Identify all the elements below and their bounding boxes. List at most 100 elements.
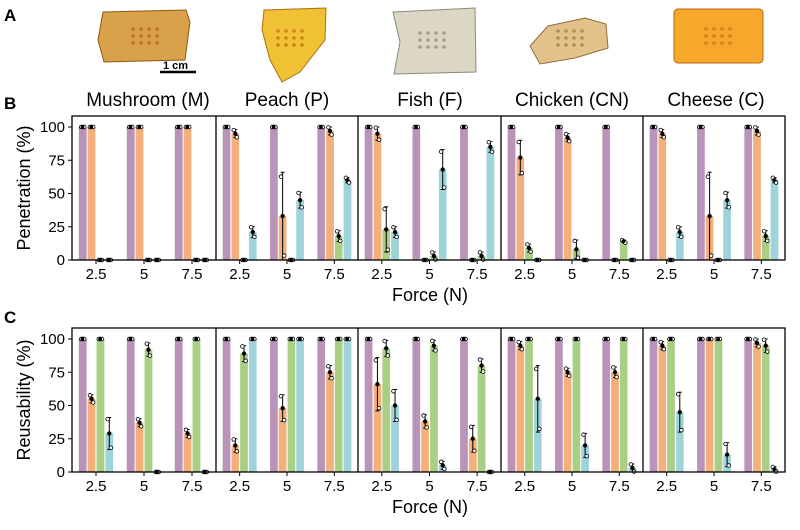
data-point <box>376 137 382 142</box>
data-point <box>581 432 586 437</box>
mean-point <box>518 344 522 348</box>
food-title-cheese: Cheese (C) <box>667 90 764 111</box>
x-tick-label: 7.5 <box>467 478 488 495</box>
mean-point <box>660 344 664 348</box>
photo-hole <box>292 29 296 33</box>
bar <box>761 345 770 473</box>
mean-point <box>651 337 656 341</box>
x-axis-title: Force (N) <box>392 285 468 305</box>
mean-point <box>384 227 388 232</box>
mean-point <box>678 230 682 234</box>
photo-hole <box>434 31 438 35</box>
bar <box>334 338 343 473</box>
x-tick-label: 2.5 <box>229 266 250 283</box>
data-point <box>373 358 379 363</box>
data-point <box>705 174 711 179</box>
photo-hole <box>300 36 304 40</box>
y-tick-label: 25 <box>48 431 65 448</box>
mean-point <box>746 337 750 341</box>
mean-point <box>384 346 388 350</box>
data-point <box>234 449 240 454</box>
mean-point <box>557 337 561 341</box>
food-title-mushroom: Mushroom (M) <box>86 90 210 111</box>
mean-point <box>89 397 94 401</box>
mean-point <box>98 337 103 341</box>
data-point <box>726 205 731 210</box>
data-point <box>385 353 391 358</box>
data-point <box>675 225 681 230</box>
data-point <box>765 349 770 354</box>
photo-hole <box>276 29 280 33</box>
bar <box>364 338 373 473</box>
data-point <box>477 250 483 255</box>
mean-point <box>566 136 570 140</box>
bar <box>287 338 296 473</box>
data-point <box>346 180 352 185</box>
panel-label-c: C <box>4 308 16 327</box>
data-point <box>614 374 619 380</box>
bar <box>770 180 779 261</box>
data-point <box>391 388 396 394</box>
data-point <box>572 238 577 244</box>
photo-hole <box>434 38 438 42</box>
mean-point <box>479 254 484 258</box>
data-point <box>394 234 399 240</box>
data-point <box>533 366 539 372</box>
bar <box>649 126 658 261</box>
photo-hole <box>139 34 143 38</box>
photo-hole <box>572 43 576 47</box>
data-point <box>765 238 770 244</box>
photo-hole <box>712 27 716 31</box>
data-point <box>679 234 684 240</box>
y-axis-title: Reusability (%) <box>14 339 34 460</box>
bar <box>240 353 248 473</box>
photo-hole <box>284 29 288 33</box>
data-point <box>584 453 589 459</box>
mean-point <box>319 125 323 129</box>
data-point <box>438 149 444 154</box>
data-point <box>753 125 758 130</box>
data-point <box>486 139 491 145</box>
data-point <box>442 466 447 472</box>
bar <box>649 338 658 473</box>
x-tick-label: 2.5 <box>656 266 677 283</box>
mean-point <box>393 403 397 408</box>
photo-hole <box>556 36 560 40</box>
photo-hole <box>284 43 288 47</box>
mean-point <box>660 132 664 136</box>
data-point <box>138 424 144 429</box>
food-title-chicken: Chicken (CN) <box>515 90 629 111</box>
photo-hole <box>147 41 151 45</box>
data-point <box>525 242 530 247</box>
data-point <box>135 416 141 422</box>
mean-point <box>375 382 380 386</box>
data-point <box>658 339 663 345</box>
data-point <box>480 369 486 374</box>
photo-hole <box>728 34 732 38</box>
x-tick-label: 2.5 <box>656 478 677 495</box>
photo-hole <box>426 31 430 35</box>
photo-hole <box>704 27 708 31</box>
mean-point <box>630 466 635 470</box>
data-point <box>489 149 495 154</box>
panel-label-b: B <box>4 94 16 113</box>
x-tick-label: 7.5 <box>609 478 630 495</box>
photo-hole <box>572 36 576 40</box>
data-point <box>563 366 569 371</box>
bar <box>412 338 421 473</box>
data-point <box>231 127 236 133</box>
photo-hole <box>712 34 716 38</box>
data-point <box>299 205 304 210</box>
photo-hole <box>276 36 280 40</box>
data-point <box>382 338 387 344</box>
photo-hole <box>720 27 724 31</box>
photo-hole <box>147 27 151 31</box>
mean-point <box>185 125 190 129</box>
y-tick-label: 50 <box>48 186 65 203</box>
data-point <box>278 174 284 179</box>
mean-point <box>604 125 608 129</box>
data-point <box>537 426 542 431</box>
photo-hole <box>572 29 576 33</box>
